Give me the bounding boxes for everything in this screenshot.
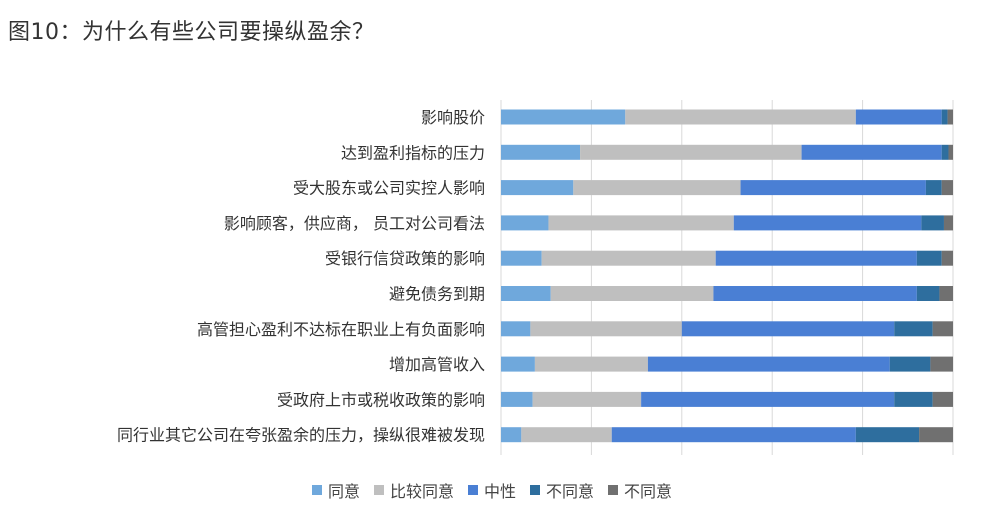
- legend-swatch: [311, 485, 322, 495]
- category-label: 高管担心盈利不达标在职业上有负面影响: [197, 320, 485, 339]
- bars: [501, 109, 953, 443]
- category-label: 影响股价: [421, 108, 485, 127]
- bar-segment: [681, 321, 895, 337]
- bar-segment: [550, 286, 714, 301]
- bar-segment: [930, 356, 953, 372]
- bar-segment: [941, 144, 949, 160]
- bar-segment: [941, 109, 948, 125]
- bar-segment: [532, 391, 642, 407]
- chart-title: 图10：为什么有些公司要操纵盈余？: [8, 20, 375, 45]
- bar-segment: [894, 391, 933, 407]
- category-label: 同行业其它公司在夸张盈余的压力，操纵很难被发现: [117, 426, 485, 445]
- legend-item: 比较同意: [373, 478, 454, 502]
- legend-label: 同意: [327, 482, 360, 501]
- bar-segment: [647, 356, 890, 372]
- bar-segment: [921, 215, 944, 231]
- bar-segment: [916, 286, 940, 301]
- legend-swatch: [608, 485, 619, 495]
- bar-segment: [548, 215, 734, 231]
- category-label: 避免债务到期: [389, 285, 485, 304]
- bar-segment: [943, 215, 953, 231]
- bar-segment: [925, 180, 942, 196]
- bar-segment: [641, 391, 895, 407]
- bar-segment: [501, 215, 549, 231]
- bar-segment: [501, 321, 531, 337]
- category-label: 增加高管收入: [389, 355, 485, 374]
- bar-segment: [501, 109, 626, 125]
- legend-item: 中性: [467, 478, 516, 502]
- bar-segment: [501, 286, 551, 301]
- bar-segment: [534, 356, 648, 372]
- bar-segment: [932, 321, 953, 337]
- bar-segment: [855, 427, 920, 443]
- bar-segment: [501, 427, 522, 443]
- legend-label: 不同意: [546, 482, 595, 501]
- bar-segment: [625, 109, 856, 125]
- bar-segment: [733, 215, 922, 231]
- bar-segment: [919, 427, 953, 443]
- bar-segment: [715, 250, 917, 266]
- category-label: 受政府上市或税收政策的影响: [277, 390, 485, 409]
- bar-segment: [855, 109, 942, 125]
- legend-swatch: [530, 485, 540, 495]
- category-label: 达到盈利指标的压力: [341, 143, 485, 162]
- category-label: 受银行信贷政策的影响: [325, 249, 485, 268]
- legend-label: 比较同意: [389, 482, 454, 501]
- bar-segment: [541, 250, 716, 266]
- bar-segment: [948, 144, 953, 160]
- bar-segment: [501, 144, 581, 160]
- bar-segment: [939, 286, 953, 301]
- category-label: 受大股东或公司实控人影响: [293, 179, 485, 198]
- legend: 同意 比较同意 中性 不同意 不同意: [0, 478, 984, 502]
- bar-segment: [501, 391, 533, 407]
- legend-label: 中性: [483, 482, 516, 501]
- bar-segment: [894, 321, 933, 337]
- bar-segment: [941, 180, 953, 196]
- bar-segment: [501, 250, 542, 266]
- legend-item: 不同意: [530, 478, 594, 502]
- bar-segment: [713, 286, 917, 301]
- bar-segment: [501, 180, 574, 196]
- legend-swatch: [373, 485, 384, 495]
- bar-segment: [916, 250, 942, 266]
- bar-segment: [947, 109, 953, 125]
- bar-segment: [932, 391, 953, 407]
- legend-label: 不同意: [624, 482, 673, 501]
- category-label: 影响顾客，供应商， 员工对公司看法: [224, 214, 485, 233]
- legend-item: 不同意: [608, 478, 672, 502]
- bar-segment: [573, 180, 741, 196]
- bar-segment: [740, 180, 926, 196]
- legend-swatch: [467, 485, 478, 495]
- legend-item: 同意: [311, 478, 360, 502]
- bar-segment: [521, 427, 612, 443]
- bar-segment: [501, 356, 535, 372]
- bar-segment: [530, 321, 682, 337]
- bar-segment: [941, 250, 953, 266]
- bar-segment: [801, 144, 942, 160]
- bar-segment: [889, 356, 931, 372]
- bar-segment: [611, 427, 856, 443]
- bar-segment: [580, 144, 802, 160]
